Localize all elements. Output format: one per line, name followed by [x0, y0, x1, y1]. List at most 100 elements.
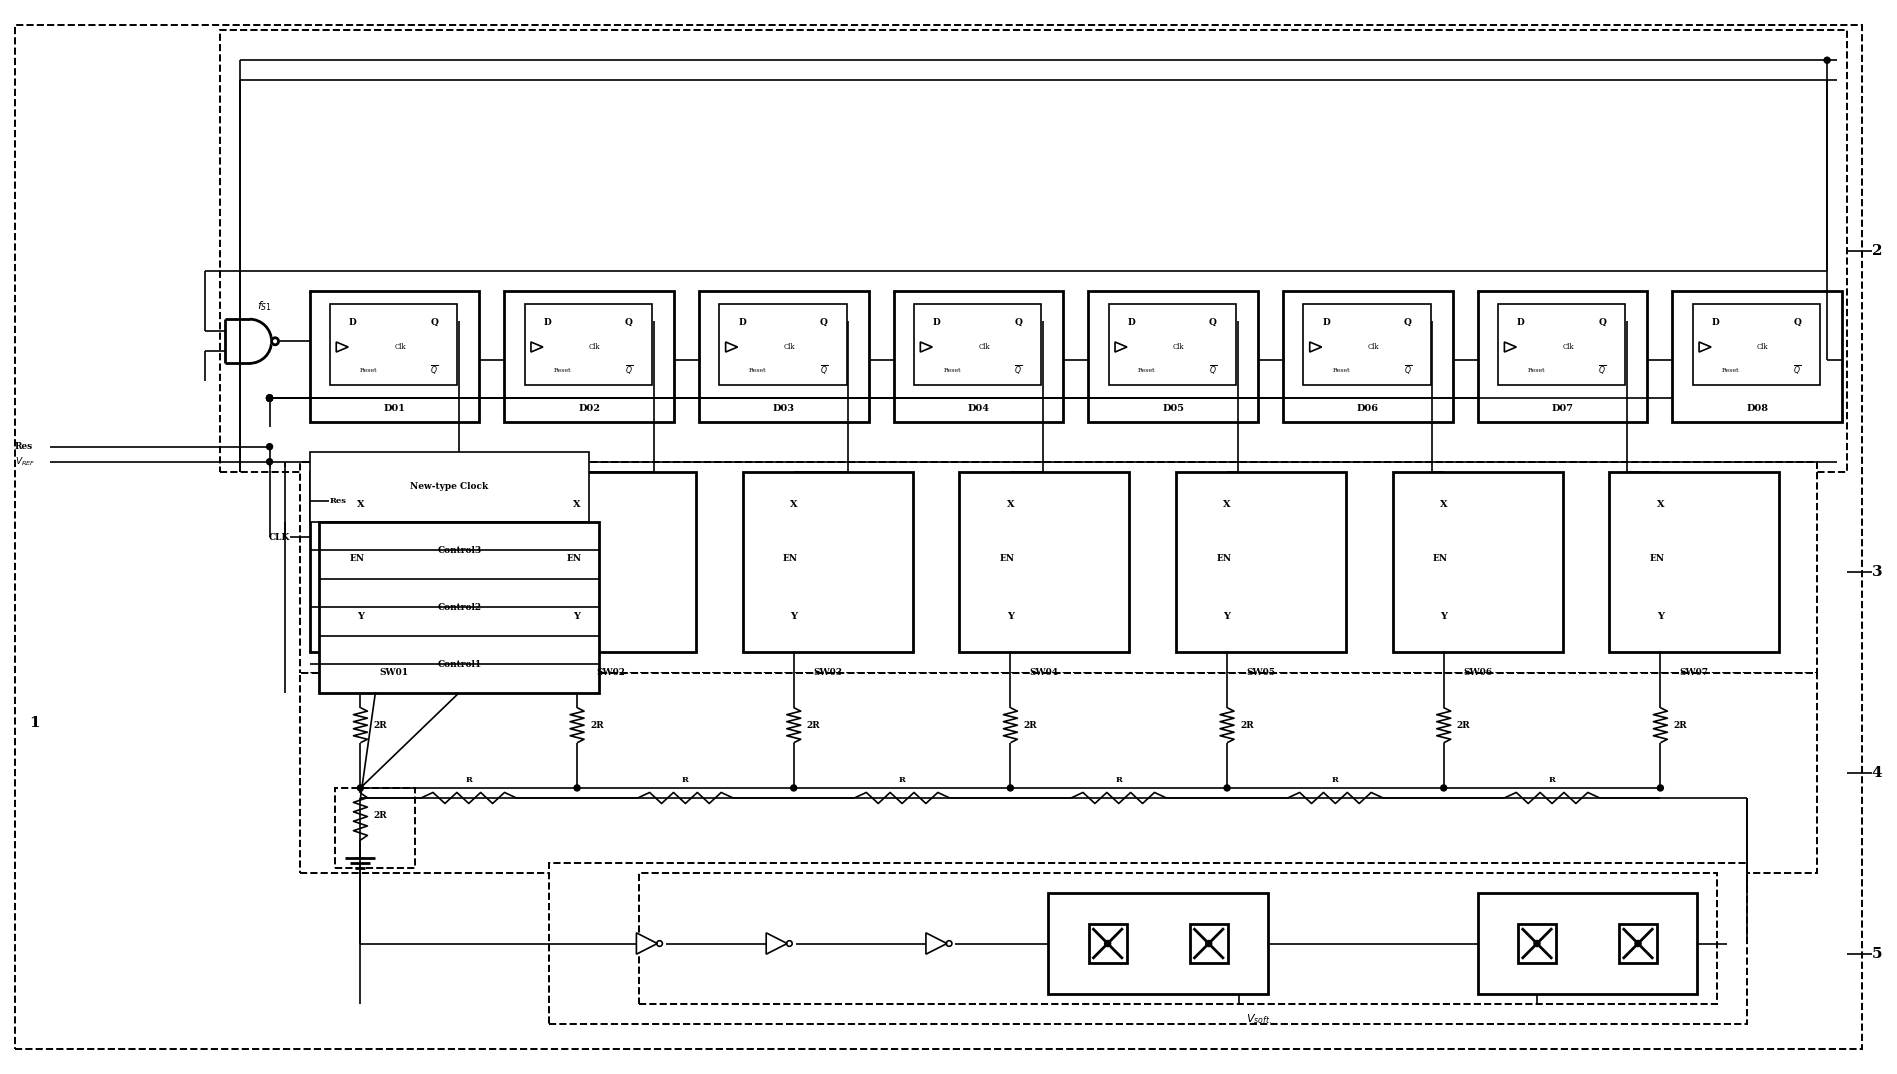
Circle shape: [357, 785, 364, 790]
Text: 2: 2: [1872, 244, 1882, 258]
Bar: [1049, 894, 1267, 993]
Bar: [1189, 925, 1227, 962]
Text: D: D: [933, 318, 941, 328]
Circle shape: [791, 785, 797, 790]
Polygon shape: [766, 933, 787, 954]
Text: 3: 3: [1872, 565, 1882, 579]
Text: 2R: 2R: [374, 811, 387, 821]
Text: 5: 5: [1872, 946, 1882, 960]
Text: $\overline{Q}$: $\overline{Q}$: [1793, 364, 1800, 377]
Bar: [330, 304, 457, 386]
Text: Y: Y: [791, 612, 797, 621]
Bar: [1108, 304, 1237, 386]
Text: EN: EN: [1000, 554, 1015, 563]
Text: $V_{soft.}$: $V_{soft.}$: [1246, 1012, 1271, 1026]
Circle shape: [267, 395, 273, 401]
Text: X: X: [357, 499, 364, 509]
Text: Q: Q: [1208, 318, 1218, 328]
Text: D01: D01: [383, 404, 406, 413]
Text: R: R: [899, 775, 905, 784]
Circle shape: [267, 395, 273, 401]
Text: Reset: Reset: [943, 368, 962, 373]
Circle shape: [1007, 785, 1013, 790]
Text: New-type Clock: New-type Clock: [410, 482, 488, 491]
Text: 2R: 2R: [806, 721, 820, 729]
Circle shape: [1440, 785, 1447, 790]
Bar: [639, 873, 1717, 1004]
Text: D: D: [1711, 318, 1719, 328]
Bar: [1303, 304, 1430, 386]
Text: EN: EN: [349, 554, 364, 563]
Bar: [1089, 291, 1258, 422]
Text: Q: Q: [1404, 318, 1411, 328]
Text: $\overline{Q}$: $\overline{Q}$: [820, 364, 827, 377]
Bar: [1618, 925, 1656, 962]
Circle shape: [267, 395, 273, 401]
Polygon shape: [1700, 342, 1711, 352]
Text: $V_{REF}$: $V_{REF}$: [15, 455, 36, 468]
Text: Clk: Clk: [979, 343, 990, 351]
Text: Reset: Reset: [1334, 368, 1351, 373]
Polygon shape: [727, 342, 738, 352]
Text: SW06: SW06: [1463, 668, 1493, 677]
Bar: [960, 471, 1129, 652]
Bar: [893, 291, 1064, 422]
Text: X: X: [1224, 499, 1231, 509]
Text: Clk: Clk: [395, 343, 406, 351]
Text: Y: Y: [1656, 612, 1664, 621]
Text: Clk: Clk: [588, 343, 599, 351]
Text: Reset: Reset: [1527, 368, 1544, 373]
Text: $\overline{Q}$: $\overline{Q}$: [624, 364, 634, 377]
Bar: [1282, 291, 1453, 422]
Polygon shape: [1309, 342, 1322, 352]
Text: Res: Res: [330, 497, 347, 505]
Text: Y: Y: [573, 612, 580, 621]
Bar: [1692, 304, 1819, 386]
Bar: [309, 452, 590, 522]
Circle shape: [1104, 941, 1110, 946]
Text: Q: Q: [1599, 318, 1607, 328]
Text: Y: Y: [1440, 612, 1447, 621]
Text: SW02: SW02: [596, 668, 626, 677]
Text: Q: Q: [624, 318, 634, 328]
Text: R: R: [1332, 775, 1339, 784]
Bar: [719, 304, 846, 386]
Circle shape: [1206, 941, 1212, 946]
Text: D: D: [349, 318, 357, 328]
Text: CLK: CLK: [267, 533, 290, 541]
Text: Reset: Reset: [1138, 368, 1155, 373]
Text: Control1: Control1: [436, 659, 482, 669]
Bar: [309, 471, 480, 652]
Text: SW07: SW07: [1681, 668, 1709, 677]
Bar: [744, 471, 912, 652]
Bar: [336, 788, 415, 868]
Text: Q: Q: [1015, 318, 1022, 328]
Bar: [1499, 304, 1626, 386]
Text: 2R: 2R: [374, 721, 387, 729]
Text: Reset: Reset: [554, 368, 571, 373]
Text: D: D: [544, 318, 552, 328]
Circle shape: [1635, 941, 1641, 946]
Polygon shape: [1504, 342, 1516, 352]
Bar: [1176, 471, 1345, 652]
Text: D: D: [738, 318, 746, 328]
Text: Q: Q: [1793, 318, 1800, 328]
Circle shape: [1658, 785, 1664, 790]
Bar: [220, 30, 1848, 471]
Circle shape: [267, 444, 273, 450]
Text: Reset: Reset: [749, 368, 766, 373]
Text: R: R: [683, 775, 689, 784]
Text: Q: Q: [820, 318, 827, 328]
Text: SW01: SW01: [379, 668, 410, 677]
Polygon shape: [1115, 342, 1127, 352]
Text: $\overline{Q}$: $\overline{Q}$: [1599, 364, 1607, 377]
Circle shape: [267, 395, 273, 401]
Text: D03: D03: [772, 404, 795, 413]
Polygon shape: [920, 342, 931, 352]
Text: D07: D07: [1552, 404, 1573, 413]
Bar: [1478, 894, 1698, 993]
Text: D: D: [1127, 318, 1136, 328]
Text: Clk: Clk: [1757, 343, 1768, 351]
Text: EN: EN: [1432, 554, 1447, 563]
Text: $\overline{Q}$: $\overline{Q}$: [431, 364, 438, 377]
